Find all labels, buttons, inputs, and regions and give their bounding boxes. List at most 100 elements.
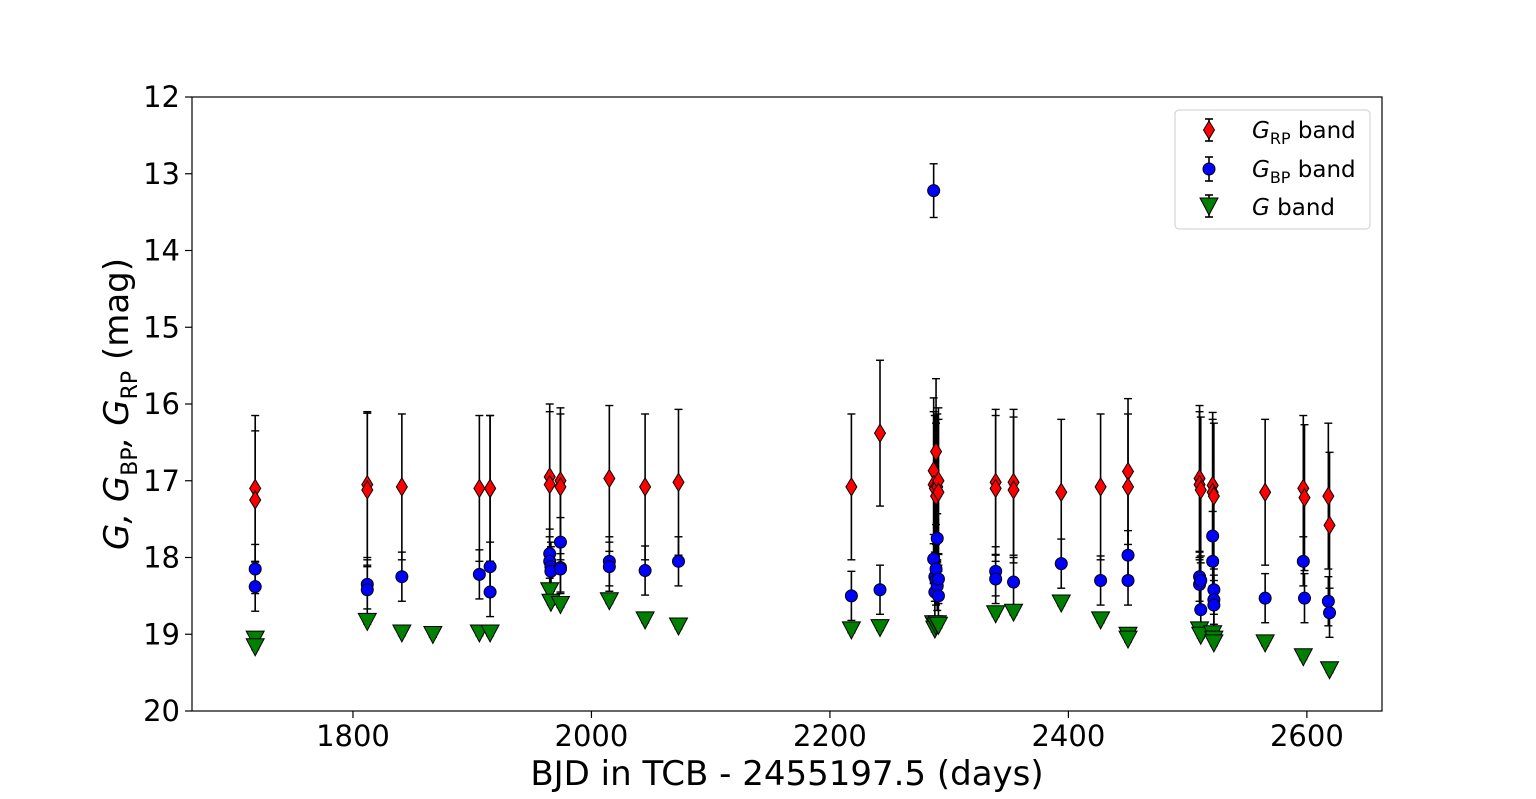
- legend: GRP band GBP band G band: [1174, 109, 1371, 230]
- data-point-grp: [1007, 480, 1020, 500]
- data-point-g: [928, 616, 949, 636]
- y-tick-label: 12: [143, 80, 180, 114]
- x-tick-label: 2000: [555, 719, 629, 753]
- data-point-grp: [932, 482, 945, 503]
- y-axis-ticks: 12 13 14 15 16 17 18 19 20: [143, 80, 192, 728]
- data-point-gbp: [989, 572, 1003, 586]
- data-point-gbp: [360, 583, 374, 597]
- data-point-gbp: [1206, 554, 1220, 568]
- data-point-g: [423, 625, 443, 645]
- data-point-g: [1319, 661, 1340, 680]
- data-point-grp: [1323, 515, 1336, 536]
- data-point-gbp: [1258, 591, 1272, 605]
- data-point-g: [599, 592, 620, 611]
- data-point-grp: [361, 480, 374, 500]
- data-point-grp: [989, 478, 1002, 499]
- data-point-gbp: [1206, 529, 1220, 543]
- data-point-g: [357, 612, 378, 632]
- data-point-gbp: [927, 184, 941, 198]
- legend-entry-g: G band: [1199, 194, 1335, 221]
- data-point-gbp: [930, 531, 944, 545]
- data-point-g: [1255, 634, 1275, 653]
- data-point-g: [841, 621, 862, 640]
- data-point-grp: [1094, 476, 1107, 497]
- data-point-gbp: [1323, 606, 1337, 620]
- data-point-gbp: [1321, 594, 1335, 608]
- data-point-g: [870, 619, 890, 638]
- legend-label-gbp: GBP band: [1252, 157, 1356, 187]
- x-axis-label: BJD in TCB - 2455197.5 (days): [530, 754, 1043, 794]
- y-tick-label: 17: [143, 464, 180, 498]
- data-point-g: [1003, 603, 1024, 623]
- data-point-gbp: [1297, 591, 1311, 605]
- data-point-g: [1090, 611, 1111, 630]
- y-tick-label: 14: [143, 234, 180, 268]
- x-tick-label: 2200: [793, 719, 867, 753]
- data-point-gbp: [1296, 554, 1310, 568]
- data-point-g: [480, 624, 500, 644]
- data-point-gbp: [931, 589, 945, 603]
- data-point-gbp: [1054, 557, 1068, 571]
- data-point-gbp: [931, 572, 945, 586]
- data-point-gbp: [483, 585, 497, 599]
- data-point-gbp: [553, 535, 567, 549]
- y-tick-label: 13: [143, 157, 180, 191]
- data-point-grp: [543, 474, 556, 495]
- legend-marker-gbp: [1202, 156, 1216, 182]
- data-point-gbp: [1007, 575, 1021, 589]
- data-point-g: [550, 596, 571, 615]
- data-point-gbp: [395, 570, 409, 584]
- data-point-grp: [1322, 486, 1335, 507]
- data-point-grp: [1055, 482, 1068, 503]
- data-point-gbp: [1094, 574, 1108, 588]
- data-point-g: [1204, 634, 1224, 653]
- x-axis-ticks: 1800 2000 2200 2400 2600: [316, 711, 1344, 753]
- data-point-gbp: [1194, 574, 1208, 588]
- data-point-grp: [249, 489, 262, 510]
- x-tick-label: 1800: [316, 719, 390, 753]
- data-point-g: [1051, 594, 1072, 614]
- x-tick-label: 2400: [1031, 719, 1105, 753]
- data-point-grp: [395, 476, 408, 497]
- y-tick-label: 15: [143, 310, 180, 344]
- data-point-grp: [873, 423, 887, 444]
- data-point-gbp: [873, 583, 887, 597]
- data-point-grp: [554, 476, 567, 497]
- legend-label-grp: GRP band: [1252, 118, 1356, 148]
- data-point-gbp: [1121, 574, 1135, 588]
- data-point-gbp: [671, 554, 685, 568]
- data-point-gbp: [1194, 603, 1208, 617]
- data-point-gbp: [553, 562, 567, 576]
- data-point-g: [1293, 648, 1314, 667]
- data-point-grp: [1121, 476, 1135, 497]
- y-tick-label: 20: [143, 694, 180, 728]
- data-point-grp: [1259, 482, 1272, 503]
- data-point-g: [1118, 630, 1138, 650]
- legend-box: [1174, 109, 1371, 230]
- data-point-grp: [484, 478, 497, 499]
- legend-entry-gbp: GBP band: [1202, 156, 1356, 187]
- data-point-gbp: [844, 589, 858, 603]
- data-point-grp: [473, 478, 486, 499]
- data-point-grp: [672, 472, 685, 493]
- data-point-gbp: [638, 564, 652, 578]
- data-point-g: [985, 605, 1006, 624]
- data-point-gbp: [483, 560, 497, 574]
- data-point-gbp: [1207, 598, 1221, 612]
- y-axis-label: G, GBP, GRP (mag): [97, 258, 143, 550]
- legend-marker-grp: [1202, 118, 1216, 142]
- data-point-g: [635, 611, 655, 630]
- data-point-grp: [603, 468, 616, 489]
- legend-entry-grp: GRP band: [1202, 118, 1356, 148]
- data-point-g: [539, 582, 560, 601]
- data-point-gbp: [472, 567, 486, 581]
- x-tick-label: 2600: [1270, 719, 1344, 753]
- data-point-gbp: [1121, 548, 1135, 562]
- data-marks: [245, 163, 1340, 680]
- data-point-gbp: [602, 560, 616, 574]
- data-point-grp: [1298, 487, 1311, 508]
- y-tick-label: 18: [143, 541, 180, 575]
- data-point-grp: [639, 476, 652, 497]
- legend-label-g: G band: [1252, 195, 1335, 221]
